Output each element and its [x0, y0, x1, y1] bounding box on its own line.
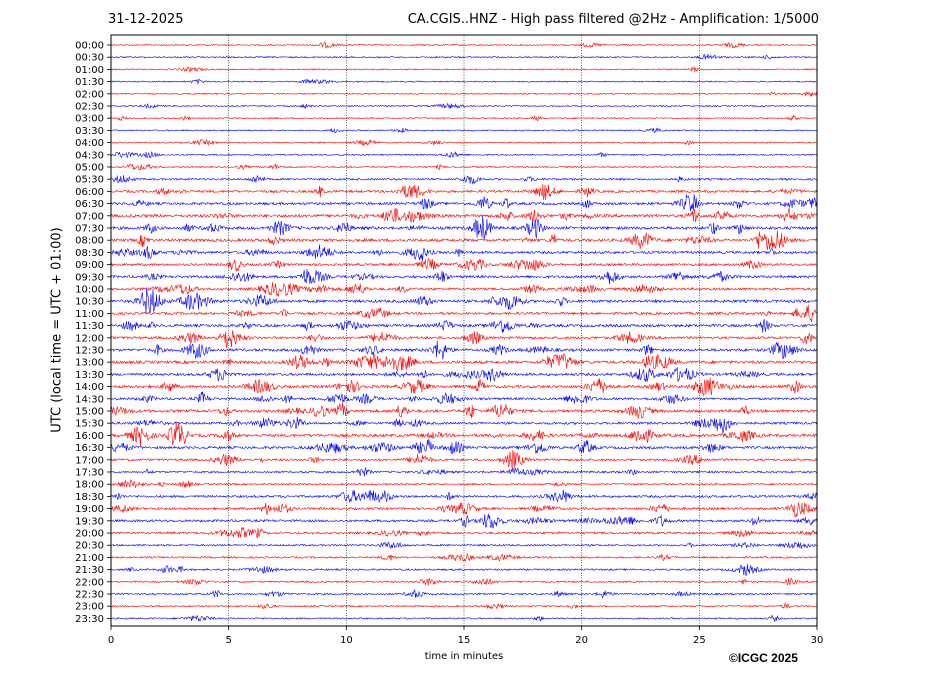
date-label: 31-12-2025 — [108, 12, 184, 27]
y-tick-label: 11:30 — [75, 321, 104, 332]
y-tick-label: 00:30 — [75, 53, 104, 64]
grid-lines — [228, 35, 700, 626]
y-tick-label: 12:30 — [75, 346, 104, 357]
y-tick-label: 23:30 — [75, 614, 104, 625]
trace-0930 — [110, 268, 817, 285]
trace-1900 — [110, 502, 817, 518]
trace-0500 — [110, 163, 817, 171]
x-axis: 0 5 10 15 20 25 30 — [108, 626, 824, 646]
y-tick-label: 07:00 — [75, 211, 104, 222]
y-tick-label: 17:00 — [75, 455, 104, 466]
y-tick-label: 19:30 — [75, 516, 104, 527]
trace-1730 — [110, 467, 817, 477]
trace-1300 — [110, 353, 817, 372]
y-tick-label: 21:30 — [75, 565, 104, 576]
y-tick-label: 16:30 — [75, 443, 104, 454]
y-tick-label: 06:00 — [75, 187, 104, 198]
y-tick-label: 20:30 — [75, 541, 104, 552]
y-tick-label: 08:30 — [75, 248, 104, 259]
y-tick-label: 21:00 — [75, 553, 104, 564]
trace-0430 — [110, 151, 817, 159]
y-tick-label: 04:00 — [75, 138, 104, 149]
trace-1000 — [111, 282, 817, 297]
trace-2230 — [110, 589, 817, 599]
y-tick-label: 02:00 — [75, 89, 104, 100]
y-tick-label: 15:30 — [75, 419, 104, 430]
chart-title: CA.CGIS..HNZ - High pass filtered @2Hz -… — [407, 12, 819, 27]
y-tick-label: 11:00 — [75, 309, 104, 320]
x-tick-label: 30 — [811, 635, 824, 646]
copyright-label: ©ICGC 2025 — [729, 651, 798, 665]
y-tick-label: 14:30 — [75, 394, 104, 405]
y-tick-label: 12:00 — [75, 333, 104, 344]
trace-group — [110, 41, 817, 623]
y-tick-label: 15:00 — [75, 407, 104, 418]
trace-1930 — [110, 513, 817, 529]
y-tick-label: 09:30 — [75, 272, 104, 283]
y-tick-label: 22:30 — [75, 590, 104, 601]
trace-0730 — [110, 215, 817, 240]
y-tick-label: 18:30 — [75, 492, 104, 503]
trace-1800 — [110, 479, 817, 488]
x-tick-label: 10 — [340, 635, 353, 646]
y-tick-label: 04:30 — [75, 150, 104, 161]
y-tick-label: 18:00 — [75, 480, 104, 491]
y-tick-label: 20:00 — [75, 529, 104, 540]
y-tick-label: 01:00 — [75, 65, 104, 76]
trace-1630 — [110, 438, 817, 455]
trace-1600 — [110, 421, 817, 447]
y-axis-label: UTC (local time = UTC + 01:00) — [49, 227, 65, 433]
y-tick-label: 10:00 — [75, 285, 104, 296]
y-tick-label: 03:30 — [75, 126, 104, 137]
y-tick-label: 07:30 — [75, 224, 104, 235]
y-tick-label: 01:30 — [75, 77, 104, 88]
y-tick-label: 03:00 — [75, 114, 104, 125]
trace-0030 — [110, 53, 817, 60]
trace-1330 — [110, 366, 817, 382]
x-tick-label: 15 — [458, 635, 471, 646]
y-tick-label: 10:30 — [75, 297, 104, 308]
x-tick-label: 0 — [108, 635, 114, 646]
y-tick-label: 19:00 — [75, 504, 104, 515]
y-tick-label: 13:00 — [75, 358, 104, 369]
y-tick-label: 08:00 — [75, 236, 104, 247]
y-tick-label: 02:30 — [75, 102, 104, 113]
y-tick-label: 00:00 — [75, 41, 104, 52]
y-tick-label: 05:30 — [75, 175, 104, 186]
trace-2200 — [110, 577, 817, 586]
x-axis-label: time in minutes — [424, 651, 504, 662]
x-tick-label: 5 — [225, 635, 231, 646]
y-tick-label: 06:30 — [75, 199, 104, 210]
y-tick-label: 22:00 — [75, 577, 104, 588]
y-tick-label: 09:00 — [75, 260, 104, 271]
x-tick-label: 25 — [693, 635, 706, 646]
y-tick-label: 16:00 — [75, 431, 104, 442]
y-tick-label: 05:00 — [75, 163, 104, 174]
y-tick-label: 14:00 — [75, 382, 104, 393]
trace-0100 — [111, 66, 817, 73]
y-tick-label: 13:30 — [75, 370, 104, 381]
y-tick-label: 23:00 — [75, 602, 104, 613]
x-tick-label: 20 — [575, 635, 588, 646]
trace-2100 — [110, 553, 817, 562]
trace-0600 — [110, 184, 817, 201]
y-tick-label: 17:30 — [75, 468, 104, 479]
